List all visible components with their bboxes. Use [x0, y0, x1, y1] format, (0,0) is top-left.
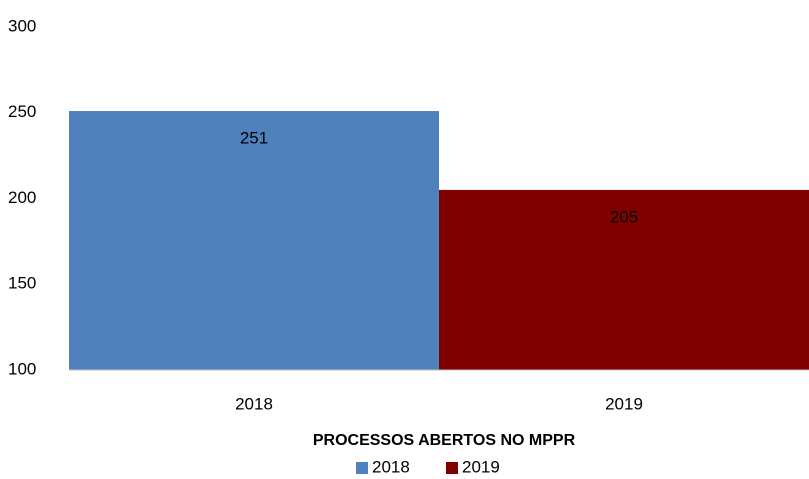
data-label: 205: [610, 207, 638, 226]
legend-label: 2019: [462, 457, 500, 476]
x-axis-title: PROCESSOS ABERTOS NO MPPR: [313, 432, 576, 449]
bar: [439, 189, 809, 370]
y-tick-label: 300: [8, 16, 36, 35]
y-tick-label: 150: [8, 274, 36, 293]
y-tick-label: 200: [8, 188, 36, 207]
data-label: 251: [240, 129, 268, 148]
x-tick-label: 2019: [605, 394, 643, 413]
y-tick-label: 250: [8, 102, 36, 121]
legend-swatch: [446, 462, 458, 474]
y-tick-label: 100: [8, 359, 36, 378]
legend-label: 2018: [372, 457, 410, 476]
bar: [69, 111, 439, 370]
x-tick-label: 2018: [235, 394, 273, 413]
legend-swatch: [356, 462, 368, 474]
